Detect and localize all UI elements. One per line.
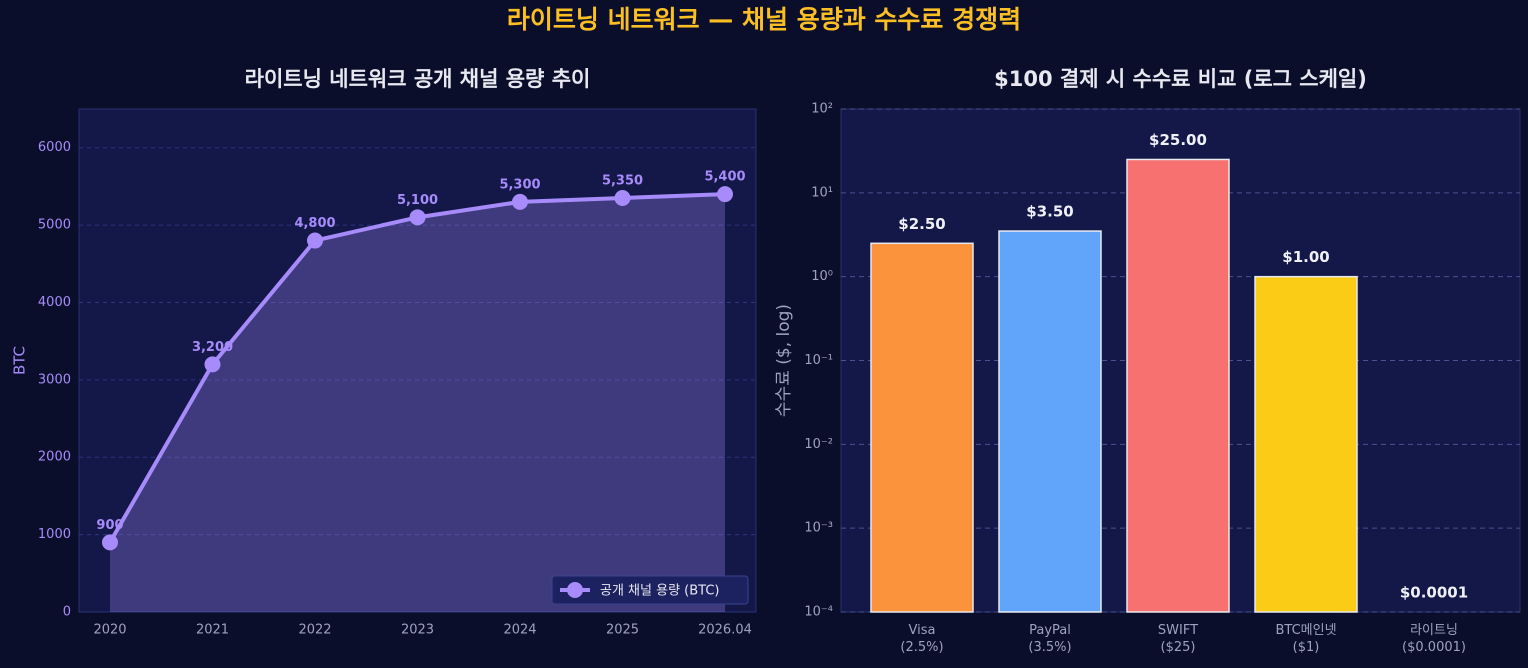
point bbox=[614, 189, 631, 206]
legend-marker bbox=[567, 582, 583, 598]
y-tick-label: 10⁻² bbox=[804, 437, 833, 452]
y-tick-label: 1000 bbox=[38, 527, 71, 542]
y-tick-label: 4000 bbox=[38, 295, 71, 310]
y-axis-label: BTC bbox=[11, 346, 29, 375]
bar bbox=[998, 230, 1102, 613]
x-tick-label: 2026.04 bbox=[698, 623, 752, 638]
x-tick-label: BTC메인넷 ($1) bbox=[1275, 623, 1337, 655]
chart-title: $100 결제 시 수수료 비교 (로그 스케일) bbox=[994, 67, 1367, 91]
point bbox=[409, 209, 426, 226]
point bbox=[717, 186, 733, 203]
bar bbox=[1254, 275, 1358, 613]
plot-area bbox=[78, 108, 757, 613]
area bbox=[110, 194, 725, 612]
y-axis-label: 수수료 ($, log) bbox=[774, 304, 794, 417]
legend-box bbox=[551, 575, 749, 605]
y-tick-label: 10⁻¹ bbox=[804, 353, 833, 368]
x-tick-label: 2025 bbox=[606, 623, 639, 638]
point bbox=[204, 356, 221, 373]
value-label: 3,200 bbox=[192, 340, 233, 355]
value-label: 5,300 bbox=[499, 177, 540, 192]
value-label: $3.50 bbox=[1026, 203, 1073, 221]
x-tick-label: 2020 bbox=[93, 623, 126, 638]
bar bbox=[1126, 158, 1230, 613]
point bbox=[307, 232, 323, 249]
x-tick-label: 라이트닝 ($0.0001) bbox=[1402, 623, 1466, 655]
y-tick-label: 0 bbox=[63, 605, 71, 620]
value-label: $0.0001 bbox=[1400, 584, 1468, 602]
value-label: 900 bbox=[96, 518, 123, 533]
legend-label: 공개 채널 용량 (BTC) bbox=[600, 584, 719, 599]
chart-title: 라이트닝 네트워크 공개 채널 용량 추이 bbox=[245, 67, 591, 91]
y-tick-label: 10⁻⁴ bbox=[804, 605, 833, 620]
point bbox=[102, 534, 118, 551]
x-tick-label: 2023 bbox=[401, 623, 434, 638]
value-label: 5,100 bbox=[397, 193, 438, 208]
y-tick-label: 10¹ bbox=[811, 185, 833, 200]
value-label: $25.00 bbox=[1149, 131, 1207, 149]
value-label: 4,800 bbox=[294, 216, 335, 231]
suptitle: 라이트닝 네트워크 — 채널 용량과 수수료 경쟁력 bbox=[507, 5, 1021, 34]
y-tick-label: 6000 bbox=[38, 140, 71, 155]
bar bbox=[870, 242, 974, 613]
y-tick-label: 10⁰ bbox=[811, 269, 833, 284]
value-label: $2.50 bbox=[898, 215, 945, 233]
x-tick-label: SWIFT ($25) bbox=[1157, 623, 1199, 655]
x-tick-label: 2021 bbox=[196, 623, 229, 638]
y-tick-label: 2000 bbox=[38, 450, 71, 465]
value-label: 5,400 bbox=[704, 170, 745, 185]
x-tick-label: 2024 bbox=[503, 623, 536, 638]
x-tick-label: 2022 bbox=[298, 623, 331, 638]
x-tick-label: Visa (2.5%) bbox=[900, 623, 944, 655]
value-label: $1.00 bbox=[1282, 248, 1329, 266]
point bbox=[512, 193, 528, 210]
y-tick-label: 10⁻³ bbox=[804, 521, 833, 536]
x-tick-label: PayPal (3.5%) bbox=[1028, 623, 1072, 655]
y-tick-label: 10² bbox=[811, 102, 833, 117]
value-label: 5,350 bbox=[602, 173, 643, 188]
y-tick-label: 5000 bbox=[38, 218, 71, 233]
y-tick-label: 3000 bbox=[38, 372, 71, 387]
